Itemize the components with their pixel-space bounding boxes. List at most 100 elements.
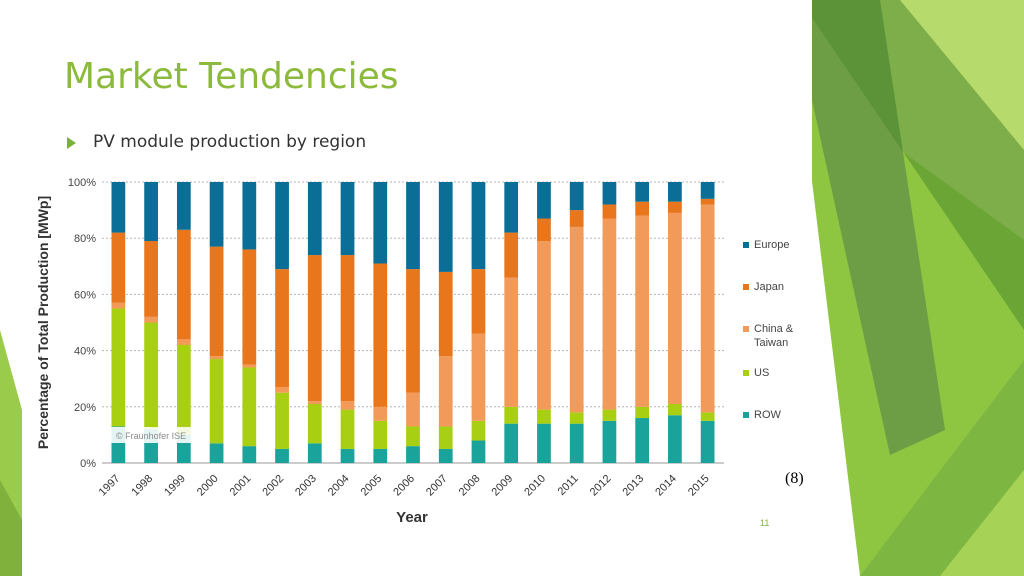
y-tick-label: 0% (80, 458, 96, 470)
bar-japan (406, 269, 420, 393)
x-tick-label: 2002 (260, 473, 286, 499)
x-tick-label: 2011 (556, 473, 581, 498)
bar-japan (275, 269, 289, 388)
bar-us (144, 322, 158, 430)
bar-europe (406, 182, 420, 270)
x-tick-label: 2001 (228, 473, 254, 499)
bar-us (700, 412, 715, 421)
bar-europe (111, 182, 126, 233)
reference-label: (8) (785, 470, 804, 487)
x-tick-label: 2013 (620, 473, 646, 499)
bar-china-taiwan (569, 226, 584, 413)
bar-us (635, 406, 650, 419)
bar-japan (209, 246, 224, 357)
bar-china-taiwan (275, 387, 289, 393)
bar-row (307, 443, 322, 463)
bar-row (438, 448, 453, 463)
x-tick-label: 2007 (424, 473, 450, 499)
bar-china-taiwan (406, 392, 420, 427)
bar-japan (602, 204, 617, 219)
bar-europe (668, 182, 682, 202)
bar-china-taiwan (635, 215, 650, 407)
x-tick-label: 2010 (522, 473, 548, 499)
x-tick-label: 2015 (686, 473, 712, 499)
bar-europe (340, 182, 355, 256)
bar-us (340, 409, 355, 449)
x-tick-label: 2008 (457, 473, 483, 499)
bar-europe (438, 182, 453, 272)
bar-china-taiwan (242, 364, 257, 368)
bar-europe (635, 182, 650, 202)
y-tick-label: 40% (74, 346, 96, 358)
bar-japan (242, 249, 257, 365)
y-tick-label: 80% (74, 233, 96, 245)
bar-japan (504, 232, 519, 278)
x-tick-label: 1997 (97, 473, 123, 499)
bar-japan (111, 232, 126, 303)
bar-us (275, 392, 289, 449)
bar-row (406, 446, 420, 463)
bar-china-taiwan (144, 316, 158, 323)
bar-europe (307, 182, 322, 256)
y-axis-title: Percentage of Total Production [MWp] (35, 196, 51, 449)
bar-row (537, 423, 551, 463)
legend-swatch (743, 412, 749, 418)
y-tick-label: 60% (74, 289, 96, 301)
bar-china-taiwan (438, 356, 453, 427)
bar-china-taiwan (700, 204, 715, 413)
bar-row (700, 420, 715, 463)
bar-europe (275, 182, 289, 270)
bar-china-taiwan (307, 401, 322, 404)
page-number: 11 (760, 518, 770, 528)
bar-china-taiwan (111, 302, 126, 309)
bullet-arrow-icon (67, 137, 76, 149)
bar-europe (504, 182, 519, 233)
x-tick-label: 1999 (162, 473, 188, 499)
bar-japan (668, 201, 682, 213)
bar-japan (340, 255, 355, 402)
bar-china-taiwan (504, 277, 519, 407)
x-tick-label: 2009 (490, 473, 516, 499)
stacked-bar-chart: 0%20%40%60%80%100%1997 1998 1999 2000 2001 20… (35, 177, 794, 526)
bar-europe (700, 182, 715, 199)
bar-china-taiwan (602, 218, 617, 410)
bar-us (537, 409, 551, 424)
bar-row (602, 420, 617, 463)
bar-row (242, 446, 257, 463)
bar-japan (373, 263, 388, 407)
x-tick-label: 1998 (129, 473, 155, 499)
bar-china-taiwan (537, 241, 551, 410)
bar-europe (373, 182, 388, 264)
bar-europe (144, 182, 158, 242)
legend-swatch (743, 242, 749, 248)
bar-china-taiwan (373, 406, 388, 421)
bar-europe (471, 182, 486, 270)
bar-row (209, 443, 224, 463)
bar-us (569, 412, 584, 424)
x-tick-label: 2012 (588, 473, 614, 499)
bar-us (668, 403, 682, 416)
bar-europe (209, 182, 224, 247)
bar-japan (307, 255, 322, 402)
bar-us (471, 420, 486, 441)
bar-japan (471, 269, 486, 334)
bar-japan (438, 271, 453, 357)
bar-europe (569, 182, 584, 211)
bar-china-taiwan (668, 212, 682, 404)
bar-us (209, 359, 224, 444)
legend-label: Japan (754, 281, 784, 293)
bar-europe (537, 182, 551, 219)
bar-row (340, 448, 355, 463)
bar-us (504, 406, 519, 424)
bar-row (275, 448, 289, 463)
bar-us (438, 426, 453, 449)
slide: Market Tendencies PV module production b… (22, 0, 812, 537)
watermark-box (111, 427, 199, 443)
bar-us (373, 420, 388, 449)
x-tick-label: 2005 (359, 473, 385, 499)
bullet-text: PV module production by region (93, 132, 367, 152)
bar-row (504, 423, 519, 463)
bar-us (602, 409, 617, 421)
bar-china-taiwan (340, 401, 355, 410)
